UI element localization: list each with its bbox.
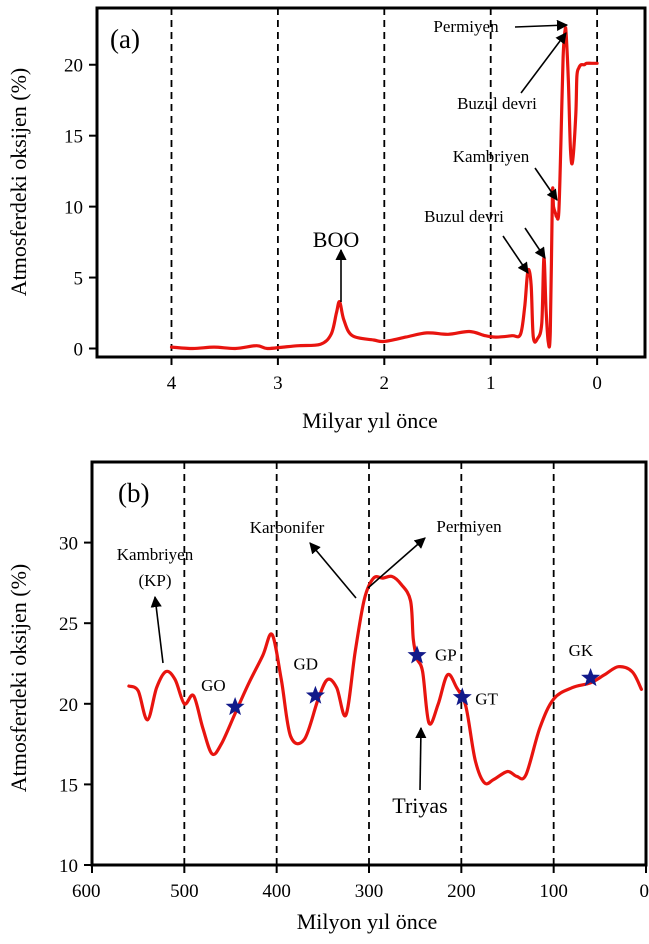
panel-a-y-tick-label: 5 (74, 269, 84, 290)
panel-b-y-tick-label: 30 (59, 534, 78, 555)
marker-star-gd (305, 685, 325, 704)
panel-b-y-ticks: 10 15 20 25 30 (59, 534, 92, 877)
marker-star-gk (581, 668, 601, 687)
panel-b-label: (b) (118, 478, 149, 508)
annotation-karbonifer: Karbonifer (250, 518, 325, 537)
panel-a-y-ticks: 0 5 10 15 20 (64, 56, 97, 360)
annotation-kambriyen-a: Kambriyen (453, 147, 530, 166)
panel-b-y-axis-label: Atmosferdeki oksijen (%) (6, 564, 31, 793)
arrow-kambriyen-a (534, 167, 558, 201)
panel-a-y-axis-label: Atmosferdeki oksijen (%) (6, 68, 31, 297)
annotation-triyas: Triyas (392, 793, 447, 818)
arrow-kambriyen-b (150, 595, 164, 664)
annotation-boo: BOO (313, 227, 359, 252)
panel-b-x-axis-label: Milyon yıl önce (297, 909, 438, 934)
annotation-buzul-devri-low: Buzul devri (424, 207, 504, 226)
marker-star-gp (407, 645, 427, 664)
panel-a-gridlines (170, 8, 599, 357)
arrow-karbonifer (309, 542, 357, 599)
panel-a-oxygen-curve (169, 26, 599, 351)
panel-a-x-tick-label: 1 (486, 373, 496, 394)
marker-label-gp: GP (435, 645, 457, 664)
panel-a-x-ticks: 4 3 2 1 0 (167, 357, 602, 394)
arrow-permiyen-a (520, 32, 567, 94)
panel-b-stars: GO GD GP GT GK (201, 641, 601, 716)
arrow-buzul-devri-top (514, 19, 569, 31)
arrow-permiyen-b (367, 537, 426, 589)
marker-label-gk: GK (569, 641, 594, 660)
panel-a-x-tick-label: 0 (592, 373, 602, 394)
panel-b-x-ticks: 600 500 400 300 200 100 0 (72, 865, 649, 902)
panel-b-x-tick-label: 600 (72, 881, 101, 902)
annotation-buzul-devri-top: Permiyen (433, 17, 499, 36)
panel-b-y-tick-label: 15 (59, 775, 78, 796)
panel-a-x-tick-label: 2 (380, 373, 390, 394)
panel-b-x-tick-label: 300 (355, 881, 384, 902)
annotation-kambriyen-b: Kambriyen (117, 545, 194, 564)
panel-b: GO GD GP GT GK 600 500 400 300 200 100 0 10 15 20 25 3… (6, 460, 649, 934)
arrow-triyas (415, 726, 427, 791)
panel-a-y-tick-label: 20 (64, 56, 83, 77)
panel-b-y-tick-label: 10 (59, 856, 78, 877)
arrow-buzul-devri-low-1 (502, 235, 529, 274)
annotation-kp: (KP) (138, 571, 171, 590)
panel-a-y-tick-label: 10 (64, 198, 83, 219)
marker-label-go: GO (201, 676, 226, 695)
panel-b-x-tick-label: 400 (262, 881, 291, 902)
panel-b-oxygen-curve (127, 574, 643, 786)
panel-a-y-tick-label: 15 (64, 127, 83, 148)
panel-b-y-tick-label: 20 (59, 695, 78, 716)
marker-star-gt (452, 687, 472, 706)
panel-a-x-axis-label: Milyar yıl önce (302, 408, 438, 433)
marker-label-gd: GD (293, 655, 318, 674)
panel-b-x-tick-label: 0 (640, 881, 649, 902)
panel-b-y-tick-label: 25 (59, 614, 78, 635)
panel-b-x-tick-label: 100 (539, 881, 568, 902)
marker-star-go (225, 697, 245, 716)
panel-a-frame (95, 6, 647, 359)
panel-b-x-tick-label: 200 (447, 881, 476, 902)
marker-label-gt: GT (475, 689, 498, 708)
annotation-permiyen-b: Permiyen (436, 517, 502, 536)
panel-a-label: (a) (110, 24, 140, 54)
panel-a-x-tick-label: 4 (167, 373, 177, 394)
panel-a-y-tick-label: 0 (74, 339, 84, 360)
arrow-buzul-devri-low-2 (524, 227, 546, 259)
annotation-permiyen-a: Buzul devri (457, 94, 537, 113)
panel-a-x-tick-label: 3 (273, 373, 283, 394)
panel-b-x-tick-label: 500 (170, 881, 199, 902)
